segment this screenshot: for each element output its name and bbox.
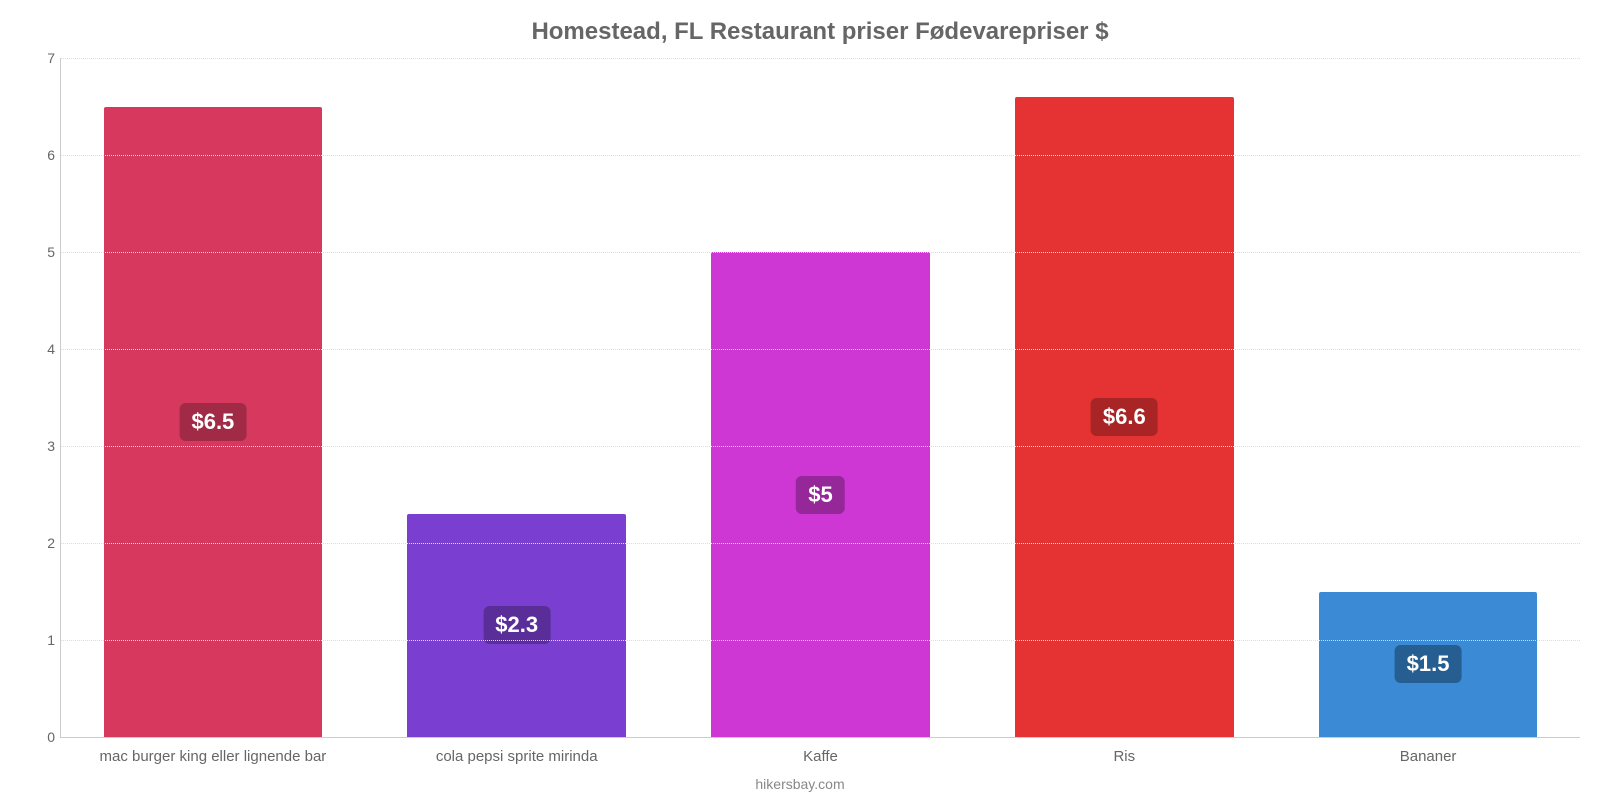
value-badge: $1.5 [1395, 645, 1462, 683]
bar: $1.5 [1319, 592, 1538, 738]
gridline [61, 252, 1580, 253]
xtick-label: Bananer [1291, 748, 1564, 765]
ytick-label: 3 [27, 438, 55, 454]
xtick-label: Ris [988, 748, 1261, 765]
xtick-label: Kaffe [684, 748, 957, 765]
ytick-label: 2 [27, 535, 55, 551]
value-badge: $5 [796, 476, 844, 514]
gridline [61, 58, 1580, 59]
bar: $2.3 [407, 514, 626, 737]
chart-title: Homestead, FL Restaurant priser Fødevare… [60, 18, 1580, 46]
bar-slot: $6.6 [988, 58, 1261, 737]
ytick-label: 4 [27, 341, 55, 357]
bar-slot: $6.5 [76, 58, 349, 737]
ytick-label: 6 [27, 147, 55, 163]
bar-slot: $1.5 [1291, 58, 1564, 737]
plot-area: $6.5$2.3$5$6.6$1.5 mac burger king eller… [60, 58, 1580, 738]
xtick-label: mac burger king eller lignende bar [76, 748, 349, 765]
ytick-label: 7 [27, 50, 55, 66]
bar-slot: $5 [684, 58, 957, 737]
gridline [61, 446, 1580, 447]
value-badge: $6.5 [179, 403, 246, 441]
ytick-label: 5 [27, 244, 55, 260]
ytick-label: 0 [27, 729, 55, 745]
credit-label: hikersbay.com [0, 776, 1600, 792]
xaxis-row: mac burger king eller lignende bar cola p… [61, 748, 1580, 765]
gridline [61, 543, 1580, 544]
value-badge: $6.6 [1091, 398, 1158, 436]
gridline [61, 640, 1580, 641]
bar-slot: $2.3 [380, 58, 653, 737]
bar: $6.5 [104, 107, 323, 737]
bar: $5 [711, 252, 930, 737]
gridline [61, 349, 1580, 350]
value-badge: $2.3 [483, 606, 550, 644]
xtick-label: cola pepsi sprite mirinda [380, 748, 653, 765]
chart-container: Homestead, FL Restaurant priser Fødevare… [0, 0, 1600, 800]
bars-row: $6.5 $2.3 $5 $6.6 $1.5 [61, 58, 1580, 737]
gridline [61, 155, 1580, 156]
ytick-label: 1 [27, 632, 55, 648]
